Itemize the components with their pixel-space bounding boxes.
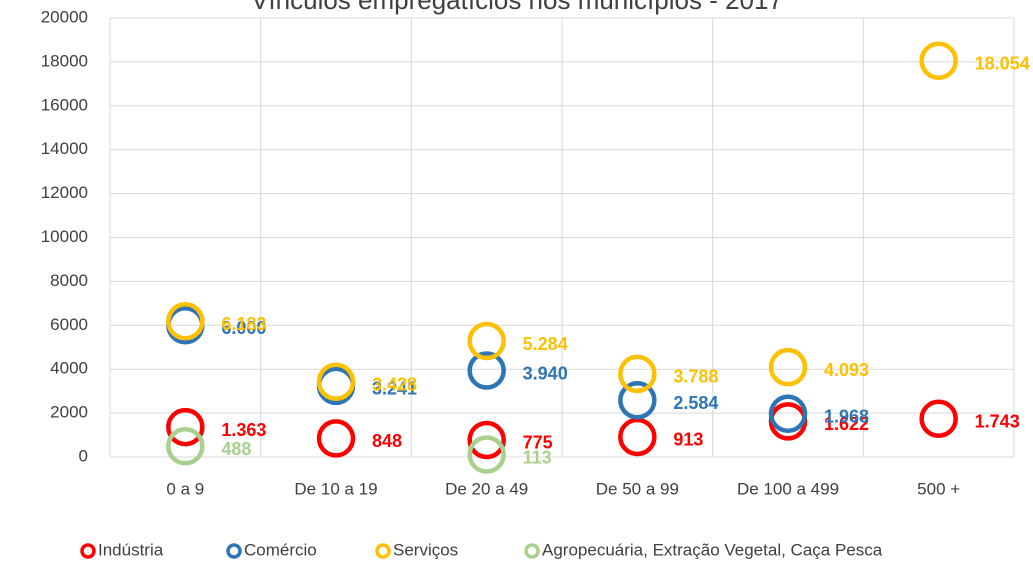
data-label: 4.093 [824, 360, 869, 380]
x-tick-label: 0 a 9 [166, 479, 204, 498]
data-label: 488 [221, 439, 251, 459]
marker [768, 394, 808, 434]
data-label: 1.622 [824, 414, 869, 434]
x-tick-label: De 100 a 499 [737, 479, 839, 498]
data-label: 18.054 [975, 53, 1030, 73]
marker [618, 354, 657, 394]
data-label: 3.241 [372, 379, 417, 399]
marker [618, 381, 657, 420]
data-label: 6.000 [221, 318, 266, 338]
marker [467, 351, 506, 390]
data-label: 848 [372, 431, 402, 451]
marker [919, 41, 958, 80]
legend-marker [375, 543, 391, 559]
legend-label: Serviços [393, 540, 458, 559]
data-label: 5.284 [523, 334, 568, 354]
y-tick-label: 2000 [50, 403, 88, 422]
marker [467, 420, 506, 460]
marker [467, 321, 506, 361]
marker [166, 407, 205, 447]
y-tick-label: 12000 [41, 183, 88, 202]
y-tick-label: 20000 [41, 7, 88, 26]
marker [618, 417, 657, 457]
data-label: 1.363 [221, 420, 266, 440]
y-tick-label: 10000 [41, 227, 88, 246]
marker [316, 419, 356, 458]
marker [768, 402, 808, 441]
data-label: 2.584 [673, 393, 718, 413]
marker [166, 302, 205, 341]
marker [919, 399, 958, 438]
marker [768, 347, 808, 387]
data-label: 3.788 [673, 367, 718, 387]
data-label: 775 [523, 433, 553, 453]
x-tick-label: De 50 a 99 [596, 479, 679, 498]
data-label: 3.940 [523, 363, 568, 383]
y-tick-label: 8000 [50, 271, 88, 290]
legend-label: Agropecuária, Extração Vegetal, Caça Pes… [542, 540, 883, 559]
x-tick-label: De 20 a 49 [445, 479, 528, 498]
y-tick-label: 18000 [41, 51, 88, 70]
legend-marker [80, 543, 96, 559]
y-tick-label: 14000 [41, 139, 88, 158]
x-tick-label: 500 + [917, 479, 960, 498]
legend-marker [226, 543, 242, 559]
data-label: 3.428 [372, 375, 417, 395]
legend-marker [524, 543, 540, 559]
data-label: 6.183 [221, 314, 266, 334]
data-label: 913 [673, 430, 703, 450]
marker [166, 427, 205, 466]
y-tick-label: 16000 [41, 95, 88, 114]
data-label: 113 [523, 447, 552, 467]
marker [467, 435, 506, 474]
data-label: 1.968 [824, 407, 869, 427]
legend-label: Comércio [244, 540, 317, 559]
y-tick-label: 0 [79, 446, 88, 465]
legend-label: Indústria [98, 540, 164, 559]
y-tick-label: 4000 [50, 359, 88, 378]
y-tick-label: 6000 [50, 315, 88, 334]
x-tick-label: De 10 a 19 [294, 479, 377, 498]
marker [316, 362, 356, 402]
data-label: 1.743 [975, 411, 1020, 431]
chart-title: Vínculos empregatícios nos municípios - … [251, 0, 783, 15]
